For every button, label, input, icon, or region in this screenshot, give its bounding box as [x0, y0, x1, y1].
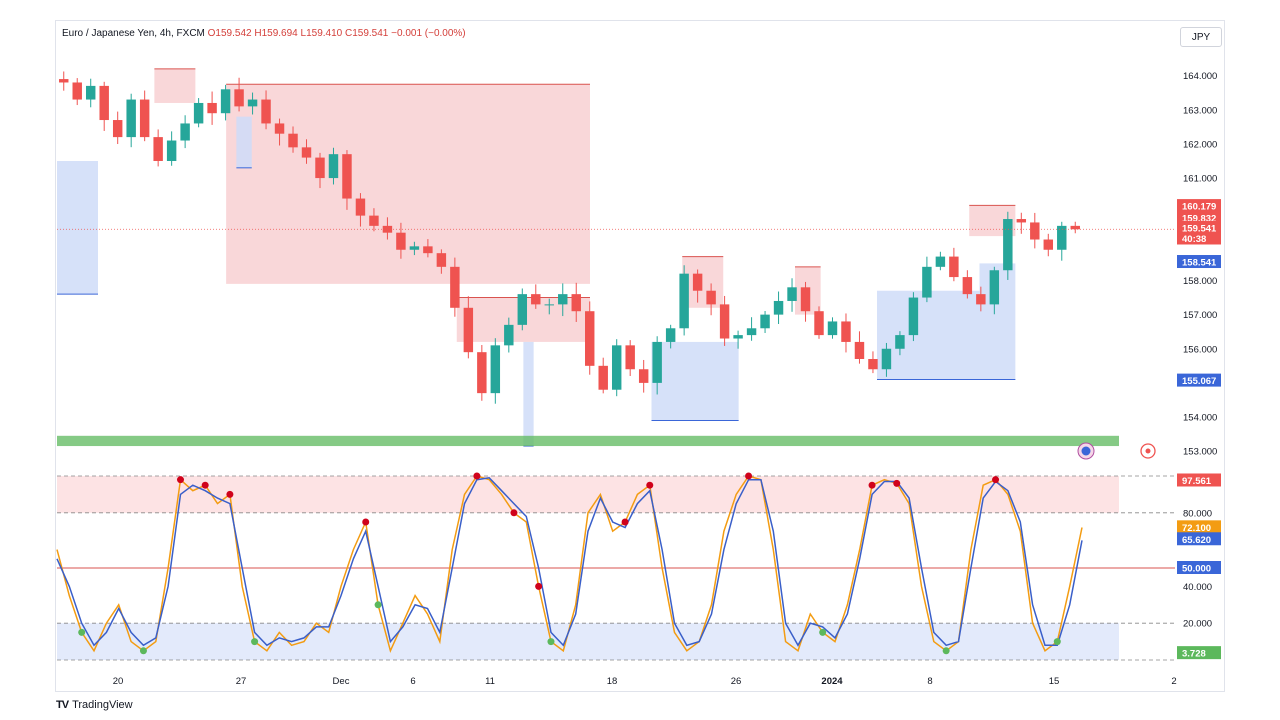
- ohlc-values: O159.542 H159.694 L159.410 C159.541 −0.0…: [207, 28, 466, 39]
- chart-frame: [55, 20, 1225, 692]
- symbol-legend: Euro / Japanese Yen, 4h, FXCM O159.542 H…: [62, 28, 466, 39]
- currency-button[interactable]: JPY: [1180, 27, 1222, 47]
- symbol-name: Euro / Japanese Yen, 4h, FXCM: [62, 28, 205, 39]
- tradingview-brand: TV TradingView: [56, 699, 133, 711]
- tradingview-logo: TV: [56, 699, 69, 711]
- tradingview-wordmark: TradingView: [72, 699, 133, 711]
